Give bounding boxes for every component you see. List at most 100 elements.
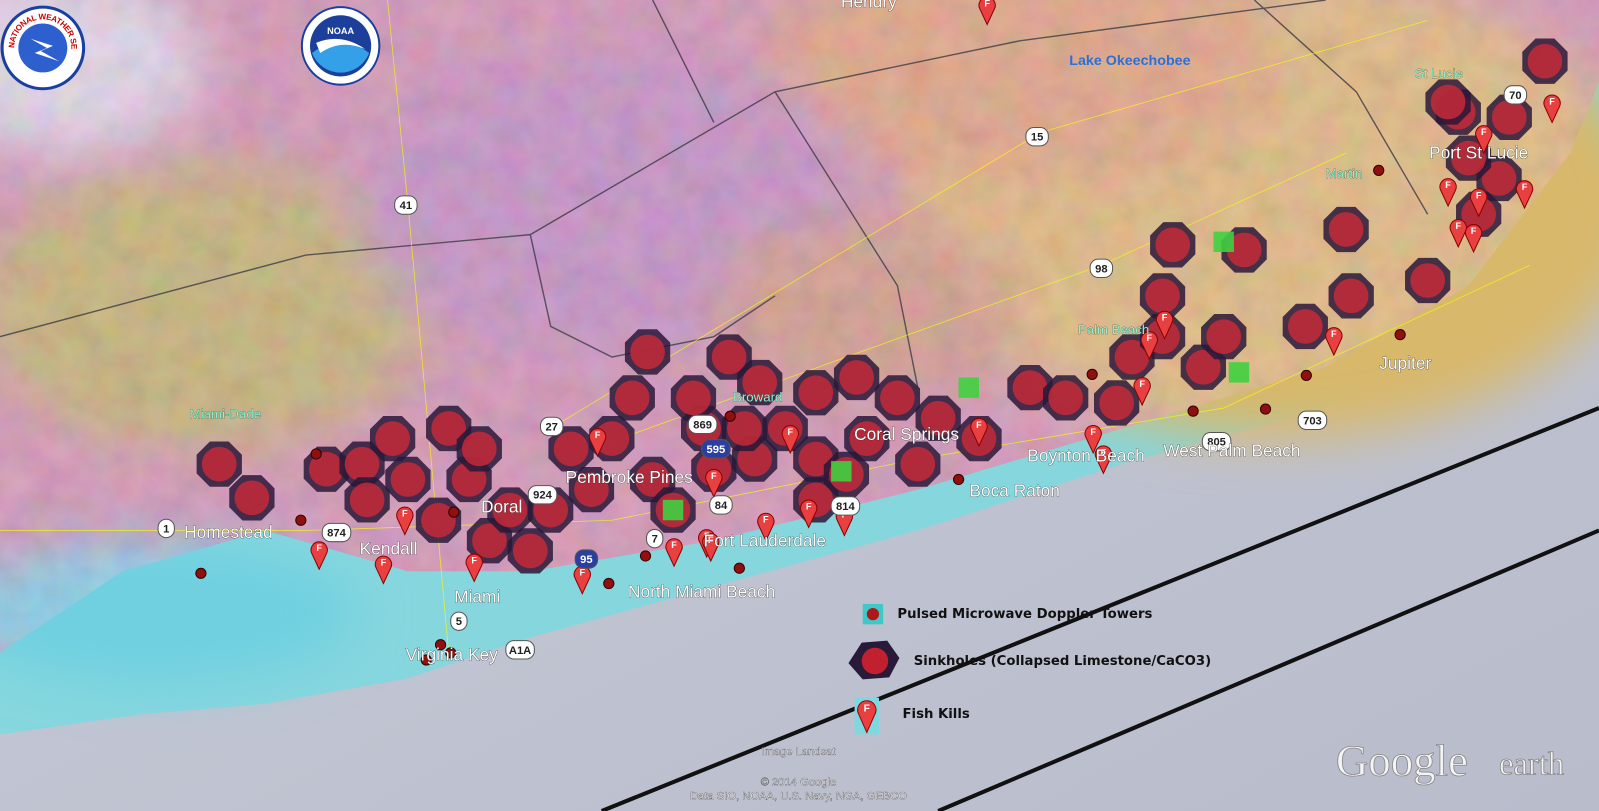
sinkhole-core xyxy=(1451,140,1486,176)
place-label: Miami-Dade xyxy=(190,407,261,422)
site-dot xyxy=(724,410,736,422)
place-label: Doral xyxy=(481,497,522,517)
place-label: Miami xyxy=(454,586,500,606)
place-label: North Miami Beach xyxy=(628,581,775,601)
route-shield xyxy=(701,439,731,459)
fish-kill-pin xyxy=(374,555,393,585)
fish-kill-pin xyxy=(1140,331,1158,361)
route-number: 1 xyxy=(163,523,169,535)
fish-kill-label: F xyxy=(1101,447,1107,457)
sinkhole-core xyxy=(1527,43,1563,79)
fish-kill-label: F xyxy=(1481,127,1487,137)
site-dot xyxy=(1300,369,1312,382)
fish-kill-pin xyxy=(781,425,799,455)
fish-kill-label: F xyxy=(708,535,714,545)
route-number: 95 xyxy=(580,554,592,566)
sinkhole-core xyxy=(1430,84,1466,120)
fish-kill-label: F xyxy=(1331,329,1337,339)
route-number: 27 xyxy=(545,421,557,433)
fish-kill-label: F xyxy=(976,420,982,430)
sinkhole-core xyxy=(431,411,467,446)
sinkhole-core xyxy=(349,482,385,518)
sinkhole-core xyxy=(472,523,507,559)
fish-kill-label: F xyxy=(711,471,717,481)
fish-kill-pin xyxy=(970,417,988,448)
place-label: Lake Okeechobee xyxy=(1069,53,1190,69)
site-dot xyxy=(603,577,615,590)
fish-kill-pin xyxy=(705,468,723,499)
fish-kill-label: F xyxy=(1146,333,1152,343)
sinkhole-core xyxy=(234,480,270,516)
site-dot xyxy=(310,448,322,460)
fish-kill-label: F xyxy=(1522,182,1528,192)
fish-kill-pin xyxy=(1094,445,1113,475)
site-dot xyxy=(1187,405,1199,417)
brand-name: Google xyxy=(1336,735,1468,785)
site-dot xyxy=(448,506,460,518)
place-label: Boca Raton xyxy=(969,480,1060,500)
fish-kill-pin xyxy=(1470,188,1488,218)
sinkhole-core xyxy=(711,339,747,375)
place-label: Jupiter xyxy=(1379,353,1431,373)
sinkhole-core xyxy=(553,431,589,467)
sinkhole-core xyxy=(839,360,874,395)
fish-kill-pin xyxy=(310,541,328,571)
site-dot xyxy=(1086,368,1098,380)
place-label: Port St Lucie xyxy=(1429,143,1528,163)
route-number: 15 xyxy=(1031,132,1043,144)
fish-kill-label: F xyxy=(381,558,387,568)
sinkhole-core xyxy=(727,411,762,446)
fish-kill-pin xyxy=(465,553,483,583)
place-label: Homestead xyxy=(184,522,273,542)
sinkhole-core xyxy=(1185,349,1221,385)
place-label: Virginia Key xyxy=(406,645,498,665)
route-shield xyxy=(527,485,558,505)
route-number: 874 xyxy=(327,527,346,539)
sinkhole-core xyxy=(676,380,711,416)
place-label: Palm Beach xyxy=(1078,322,1149,337)
data-credit: Data SIO, NOAA, U.S. Navy, NGA, GEBCO xyxy=(690,791,907,803)
doppler-tower xyxy=(1228,362,1250,383)
sinkhole-core xyxy=(1012,370,1048,405)
copyright: © 2014 Google xyxy=(761,776,837,788)
route-shield xyxy=(646,528,664,549)
fish-kill-pin xyxy=(1325,327,1343,357)
fish-kill-pin xyxy=(1543,94,1561,124)
site-dot xyxy=(1373,164,1385,176)
imagery-credit: Image Landsat xyxy=(761,746,836,758)
route-shield xyxy=(505,640,535,660)
route-shield xyxy=(830,496,861,516)
sinkhole-core xyxy=(635,462,670,497)
place-label: Fort Lauderdale xyxy=(704,530,826,550)
sinkhole-core xyxy=(1048,380,1083,416)
route-number: 70 xyxy=(1509,90,1521,102)
sinkhole-core xyxy=(1287,309,1323,344)
route-shield xyxy=(1297,410,1328,430)
site-dot xyxy=(434,639,447,651)
fish-kill-label: F xyxy=(671,540,677,550)
route-shield xyxy=(1089,258,1114,278)
fish-kill-pin xyxy=(1475,125,1493,155)
legend-label: Fish Kills xyxy=(902,707,969,722)
place-label: Pembroke Pines xyxy=(566,467,693,487)
place-label: West Palm Beach xyxy=(1163,440,1300,460)
sinkhole-core xyxy=(1114,339,1150,375)
route-shield xyxy=(394,195,418,215)
sinkhole-core xyxy=(1410,263,1446,298)
doppler-tower xyxy=(1213,231,1234,252)
sinkhole-core xyxy=(390,462,426,497)
fish-kill-label: F xyxy=(1549,96,1555,106)
sinkhole-core xyxy=(1155,227,1191,263)
fish-kill-label: F xyxy=(402,509,408,519)
legend-label: Sinkholes (Collapsed Limestone/CaCO3) xyxy=(914,654,1211,669)
place-label: Kendall xyxy=(360,538,418,558)
site-dot xyxy=(1394,328,1406,341)
sinkhole-core xyxy=(421,502,456,538)
fish-kill-label: F xyxy=(1476,190,1482,200)
sinkhole-core xyxy=(1491,99,1527,135)
sinkhole-core xyxy=(594,421,630,456)
route-number: 84 xyxy=(715,500,728,512)
site-dot xyxy=(445,647,457,659)
route-shield xyxy=(157,518,175,539)
